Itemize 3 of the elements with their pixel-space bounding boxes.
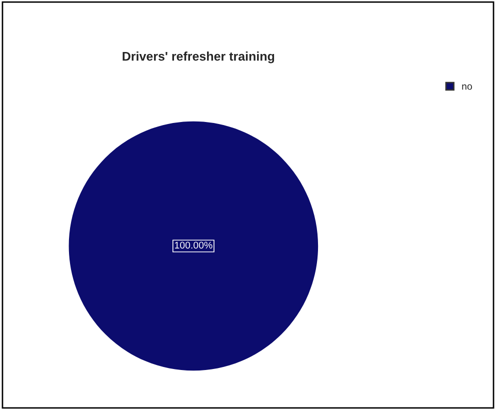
legend-label: no: [462, 84, 472, 90]
data-label: 100.00%: [174, 242, 212, 249]
chart-title: Drivers' refresher training: [122, 52, 274, 64]
